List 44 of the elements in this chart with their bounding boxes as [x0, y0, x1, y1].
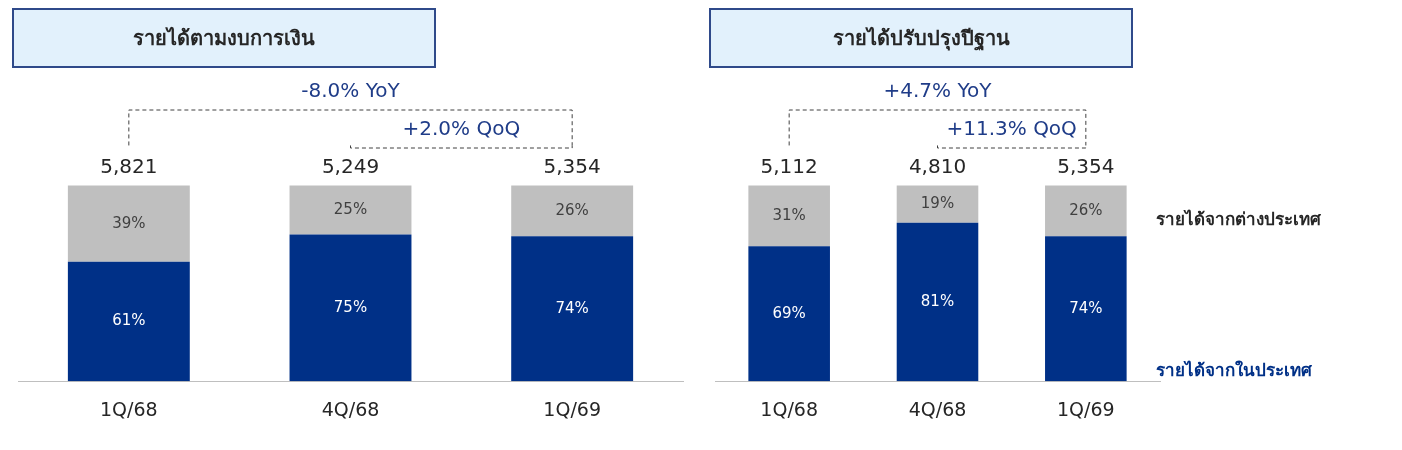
bar	[896, 185, 979, 223]
data-label: 26%	[555, 200, 589, 219]
text: +2.0% QoQ	[402, 116, 521, 141]
annotation: 5,354	[1057, 153, 1115, 178]
data-label: 61%	[112, 311, 146, 330]
bar	[748, 185, 830, 247]
annotation: 4,810	[908, 153, 967, 178]
annotation: 5,821	[100, 153, 158, 178]
text: +4.7% YoY	[883, 78, 993, 103]
bar	[1045, 236, 1127, 382]
x-tick-label: 4Q/68	[321, 397, 380, 420]
data-label: 75%	[333, 297, 368, 316]
bar	[511, 185, 634, 237]
data-label: 39%	[112, 213, 146, 232]
bar	[67, 185, 190, 262]
x-tick-label: 1Q/69	[543, 397, 601, 420]
data-label: 81%	[920, 291, 955, 310]
annotation: 5,249	[321, 153, 380, 178]
annotation: 5,354	[543, 153, 601, 178]
bar	[67, 261, 190, 382]
data-label: 26%	[1069, 200, 1103, 219]
chart-title: รายได้ปรับปรุงปีฐาน	[709, 8, 1133, 68]
x-tick-label: 1Q/68	[760, 397, 818, 420]
text: -8.0% YoY	[301, 78, 401, 103]
series-label: รายได้จากในประเทศ	[1155, 359, 1313, 380]
data-label: 19%	[920, 193, 955, 212]
series-label: รายได้จากต่างประเทศ	[1155, 209, 1322, 230]
bar	[289, 234, 412, 382]
bar	[511, 236, 634, 382]
bar	[896, 222, 979, 382]
text: +11.3% QoQ	[946, 116, 1077, 141]
x-tick-label: 1Q/69	[1057, 397, 1115, 420]
data-label: 25%	[333, 199, 368, 218]
x-tick-label: 1Q/68	[100, 397, 158, 420]
data-label: 31%	[772, 205, 806, 224]
data-label: 74%	[1069, 298, 1103, 317]
data-label: 69%	[772, 303, 806, 322]
chart-title: รายได้ตามงบการเงิน	[12, 8, 436, 68]
annotation: 5,112	[760, 153, 818, 178]
data-label: 74%	[555, 298, 589, 317]
bar	[1045, 185, 1127, 237]
x-tick-label: 4Q/68	[908, 397, 967, 420]
bar	[289, 185, 412, 235]
bar	[748, 246, 830, 382]
